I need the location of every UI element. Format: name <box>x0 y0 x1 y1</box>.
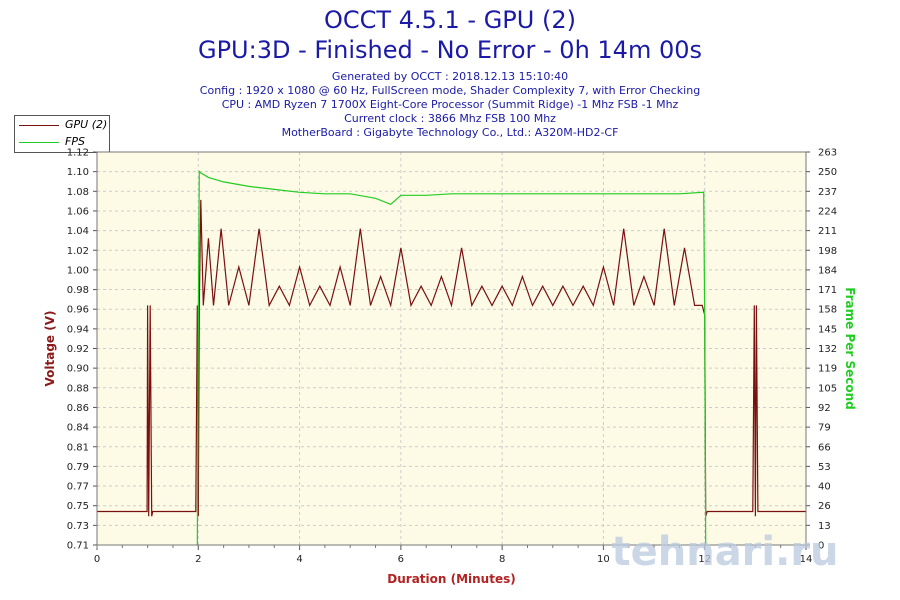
chart-title: OCCT 4.5.1 - GPU (2) <box>324 6 576 34</box>
y-tick-label: 1.12 <box>67 148 89 159</box>
y-tick-label: 1.00 <box>67 265 89 276</box>
tick-labels: 0.71 00.73 130.75 260.77 400.79 530.81 660.84 7… <box>67 148 837 566</box>
legend-swatch-gpu <box>19 125 59 126</box>
y-tick-label: 1.08 <box>67 187 89 198</box>
y2-tick-label: 66 <box>818 442 831 453</box>
y2-axis-label: Frame Per Second <box>843 287 857 410</box>
y-tick-label: 1.04 <box>67 226 89 237</box>
y-tick-label: 0.92 <box>67 344 89 355</box>
info-generated: Generated by OCCT : 2018.12.13 15:10:40 <box>331 70 569 83</box>
y-tick-label: 0.86 <box>67 403 89 414</box>
y2-tick-label: 40 <box>818 482 831 493</box>
y2-tick-label: 53 <box>818 462 831 473</box>
y2-tick-label: 263 <box>818 148 837 159</box>
legend-entry-gpu: GPU (2) <box>15 117 109 133</box>
axes <box>93 151 810 550</box>
x-tick-label: 12 <box>698 554 711 565</box>
chart-legend: GPU (2) FPS <box>14 115 110 153</box>
watermark: tehnari.ru <box>611 529 838 575</box>
x-tick-label: 8 <box>499 554 505 565</box>
y2-tick-label: 26 <box>818 501 831 512</box>
y2-tick-label: 79 <box>818 423 831 434</box>
y-tick-label: 0.71 <box>67 541 89 552</box>
y2-tick-label: 198 <box>818 246 837 257</box>
x-tick-label: 0 <box>94 554 100 565</box>
x-tick-label: 2 <box>195 554 201 565</box>
x-tick-label: 10 <box>597 554 610 565</box>
y-tick-label: 0.88 <box>67 383 89 394</box>
chart-subtitle: GPU:3D - Finished - No Error - 0h 14m 00… <box>197 36 702 64</box>
y-tick-label: 0.79 <box>67 462 89 473</box>
x-axis-label: Duration (Minutes) <box>387 572 515 586</box>
info-cpu: CPU : AMD Ryzen 7 1700X Eight-Core Proce… <box>221 98 679 111</box>
legend-swatch-fps <box>19 142 59 143</box>
y-tick-label: 0.94 <box>67 324 89 335</box>
series-line-fps <box>196 169 707 546</box>
y-tick-label: 0.96 <box>67 305 89 316</box>
y-tick-label: 0.77 <box>67 482 89 493</box>
series-layer <box>97 169 806 546</box>
y2-tick-label: 171 <box>818 285 837 296</box>
y-axis-label: Voltage (V) <box>43 311 57 387</box>
x-tick-label: 4 <box>296 554 302 565</box>
legend-entry-fps: FPS <box>15 134 109 150</box>
y2-tick-label: 224 <box>818 206 837 217</box>
y2-tick-label: 92 <box>818 403 831 414</box>
y2-tick-label: 250 <box>818 167 837 178</box>
legend-label-gpu: GPU (2) <box>65 118 108 131</box>
info-motherboard: MotherBoard : Gigabyte Technology Co., L… <box>281 126 619 139</box>
y2-tick-label: 184 <box>818 265 837 276</box>
info-config: Config : 1920 x 1080 @ 60 Hz, FullScreen… <box>199 84 701 97</box>
y-tick-label: 0.75 <box>67 501 89 512</box>
y2-tick-label: 13 <box>818 521 831 532</box>
y2-tick-label: 105 <box>818 383 837 394</box>
y2-tick-label: 119 <box>818 364 837 375</box>
y-tick-label: 0.98 <box>67 285 89 296</box>
y2-tick-label: 211 <box>818 226 837 237</box>
y2-tick-label: 237 <box>818 187 837 198</box>
plot-frame <box>96 151 807 546</box>
y2-tick-label: 132 <box>818 344 837 355</box>
y-tick-label: 1.02 <box>67 246 89 257</box>
y-tick-label: 0.81 <box>67 442 89 453</box>
series-line-gpu <box>97 199 806 517</box>
x-tick-label: 14 <box>800 554 813 565</box>
y-tick-label: 0.84 <box>67 423 89 434</box>
y2-tick-label: 0 <box>818 541 824 552</box>
y2-tick-label: 158 <box>818 305 837 316</box>
info-clock: Current clock : 3866 Mhz FSB 100 Mhz <box>344 112 556 125</box>
y-tick-label: 1.06 <box>67 206 89 217</box>
y2-tick-label: 145 <box>818 324 837 335</box>
y-tick-label: 0.90 <box>67 364 89 375</box>
x-tick-label: 6 <box>398 554 404 565</box>
legend-label-fps: FPS <box>65 135 85 148</box>
y-tick-label: 0.73 <box>67 521 89 532</box>
y-tick-label: 1.10 <box>67 167 89 178</box>
